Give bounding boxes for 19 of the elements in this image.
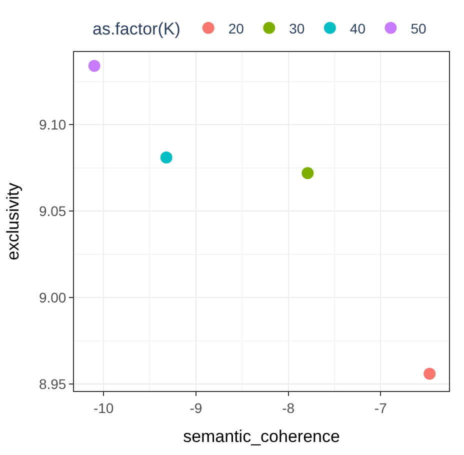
x-tick-label: -7 bbox=[374, 400, 388, 416]
x-axis-title: semantic_coherence bbox=[183, 427, 340, 446]
y-tick-label: 9.10 bbox=[38, 116, 66, 133]
legend-label: 50 bbox=[410, 20, 427, 36]
legend-label: 20 bbox=[228, 20, 244, 36]
x-tick-label: -10 bbox=[93, 400, 114, 416]
point bbox=[88, 60, 100, 72]
y-axis-title: exclusivity bbox=[4, 182, 22, 260]
legend-label: 40 bbox=[350, 20, 366, 36]
x-tick-label: -9 bbox=[190, 400, 202, 416]
y-tick-label: 9.05 bbox=[38, 203, 66, 220]
legend-label: 30 bbox=[289, 20, 305, 36]
point bbox=[160, 152, 172, 164]
point bbox=[302, 167, 314, 180]
point bbox=[424, 368, 436, 380]
y-tick-label: 9.00 bbox=[38, 290, 66, 306]
legend-title: as.factor(K) bbox=[92, 19, 180, 38]
x-tick-label: -8 bbox=[282, 400, 295, 416]
y-tick-label: 8.95 bbox=[38, 376, 66, 392]
